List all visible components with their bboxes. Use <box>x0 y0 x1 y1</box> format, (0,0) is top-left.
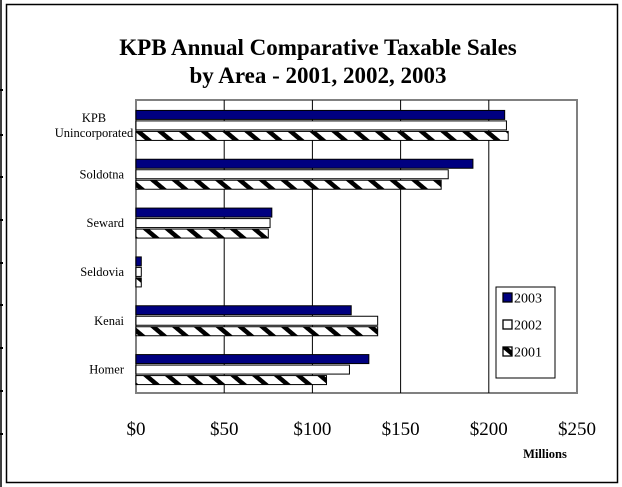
legend-label-2003: 2003 <box>514 292 542 307</box>
bar-2002 <box>135 364 350 375</box>
gridlines <box>223 100 490 393</box>
x-unit-label: Millions <box>523 447 567 461</box>
category-label: Seldovia <box>80 265 124 279</box>
x-tick-labels: $0 $50 $100 $150 $200 $250 <box>127 419 597 440</box>
x-tick-label: $100 <box>293 419 331 440</box>
chart-title: KPB Annual Comparative Taxable Sales <box>119 35 517 60</box>
category-label: Kenai <box>94 314 124 328</box>
bar-2002 <box>135 169 449 180</box>
left-edge-ticks <box>0 89 3 435</box>
bar-2002 <box>135 315 379 326</box>
bar-2003 <box>135 305 352 316</box>
bar-2001 <box>135 375 328 386</box>
legend-label-2001: 2001 <box>514 346 542 361</box>
category-label: Unincorporated <box>55 126 134 140</box>
legend-label-2002: 2002 <box>514 319 542 334</box>
bar-2001 <box>135 228 269 239</box>
chart-subtitle: by Area - 2001, 2002, 2003 <box>189 63 446 88</box>
plot-area <box>135 99 578 394</box>
bar-2003 <box>135 207 273 218</box>
x-tick-label: $250 <box>558 419 596 440</box>
x-tick-label: $150 <box>382 419 420 440</box>
x-tick-label: $0 <box>127 419 146 440</box>
bar-2003 <box>135 354 370 365</box>
bar-2002 <box>135 218 271 229</box>
bar-2001 <box>135 130 509 141</box>
legend-swatch-2001 <box>502 346 513 357</box>
category-label: Homer <box>89 363 125 377</box>
bar-2003 <box>135 158 474 169</box>
legend-swatch-2002 <box>502 319 513 330</box>
x-tick-label: $50 <box>210 419 239 440</box>
bar-2001 <box>135 179 442 190</box>
bar-2003 <box>135 256 142 267</box>
bar-2002 <box>135 266 142 277</box>
bar-2002 <box>135 120 507 131</box>
x-tick-label: $200 <box>470 419 508 440</box>
bars <box>135 109 509 386</box>
legend-swatch-2003 <box>502 292 513 303</box>
category-label: Seward <box>87 216 125 230</box>
bar-2003 <box>135 109 506 120</box>
bar-2001 <box>135 277 142 288</box>
bar-2001 <box>135 326 379 337</box>
legend: 2003 2002 2001 <box>495 286 556 379</box>
category-label: KPB <box>82 111 106 125</box>
category-label: Soldotna <box>80 167 125 181</box>
